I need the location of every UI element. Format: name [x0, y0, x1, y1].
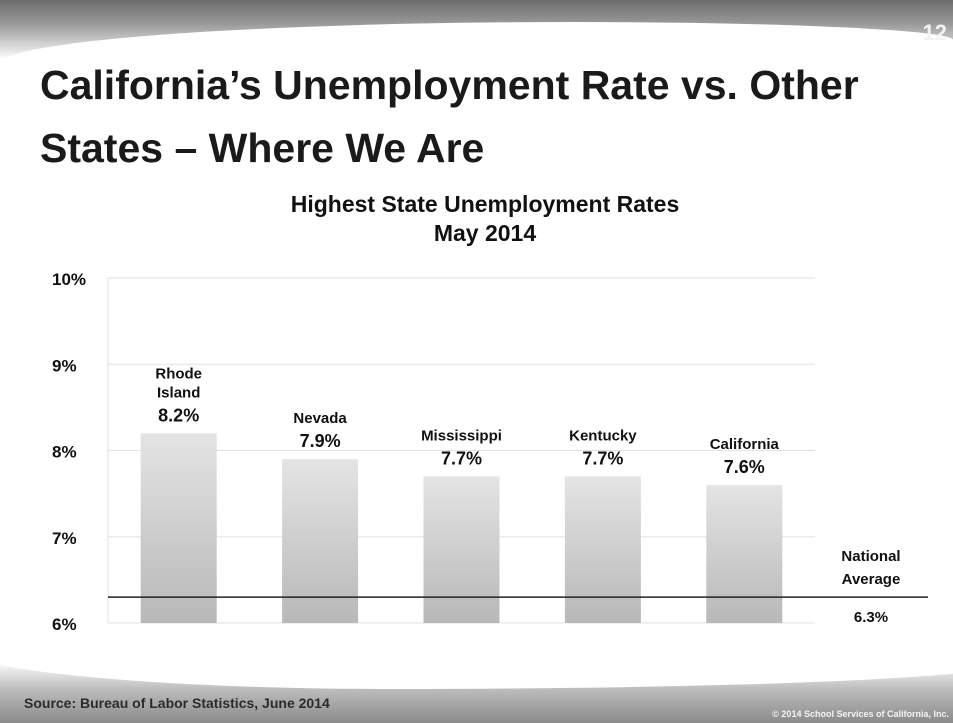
value-label: 7.6% — [724, 457, 765, 477]
copyright-note: © 2014 School Services of California, In… — [772, 709, 949, 719]
y-tick-label: 10% — [52, 270, 86, 289]
category-label: Rhode — [155, 365, 202, 382]
bar — [706, 485, 783, 623]
bar — [564, 476, 641, 623]
category-label: Nevada — [293, 410, 347, 427]
national-average-value: 6.3% — [854, 609, 888, 626]
value-label: 8.2% — [158, 405, 199, 425]
bar — [423, 476, 500, 623]
category-label: Island — [157, 384, 200, 401]
slide-number: 12 — [922, 20, 947, 45]
y-tick-label: 6% — [52, 615, 77, 634]
category-label: California — [710, 436, 780, 453]
category-label: Mississippi — [421, 427, 502, 444]
y-tick-label: 8% — [52, 443, 77, 462]
chart-title-block: Highest State Unemployment Rates May 201… — [180, 190, 790, 248]
bar — [140, 433, 217, 623]
y-tick-label: 7% — [52, 529, 77, 548]
chart-title: Highest State Unemployment Rates — [290, 191, 680, 217]
slide-title: California’s Unemployment Rate vs. Other… — [40, 62, 859, 171]
footer-swoosh — [0, 639, 953, 689]
category-label: Kentucky — [569, 427, 637, 444]
value-label: 7.9% — [300, 431, 341, 451]
chart-subtitle: May 2014 — [433, 220, 537, 246]
national-average-label: National — [841, 548, 900, 565]
y-tick-label: 9% — [52, 356, 77, 375]
national-average-label: Average — [842, 571, 901, 588]
value-label: 7.7% — [441, 448, 482, 468]
bar — [282, 459, 359, 623]
source-note: Source: Bureau of Labor Statistics, June… — [24, 695, 330, 711]
value-label: 7.7% — [582, 448, 623, 468]
